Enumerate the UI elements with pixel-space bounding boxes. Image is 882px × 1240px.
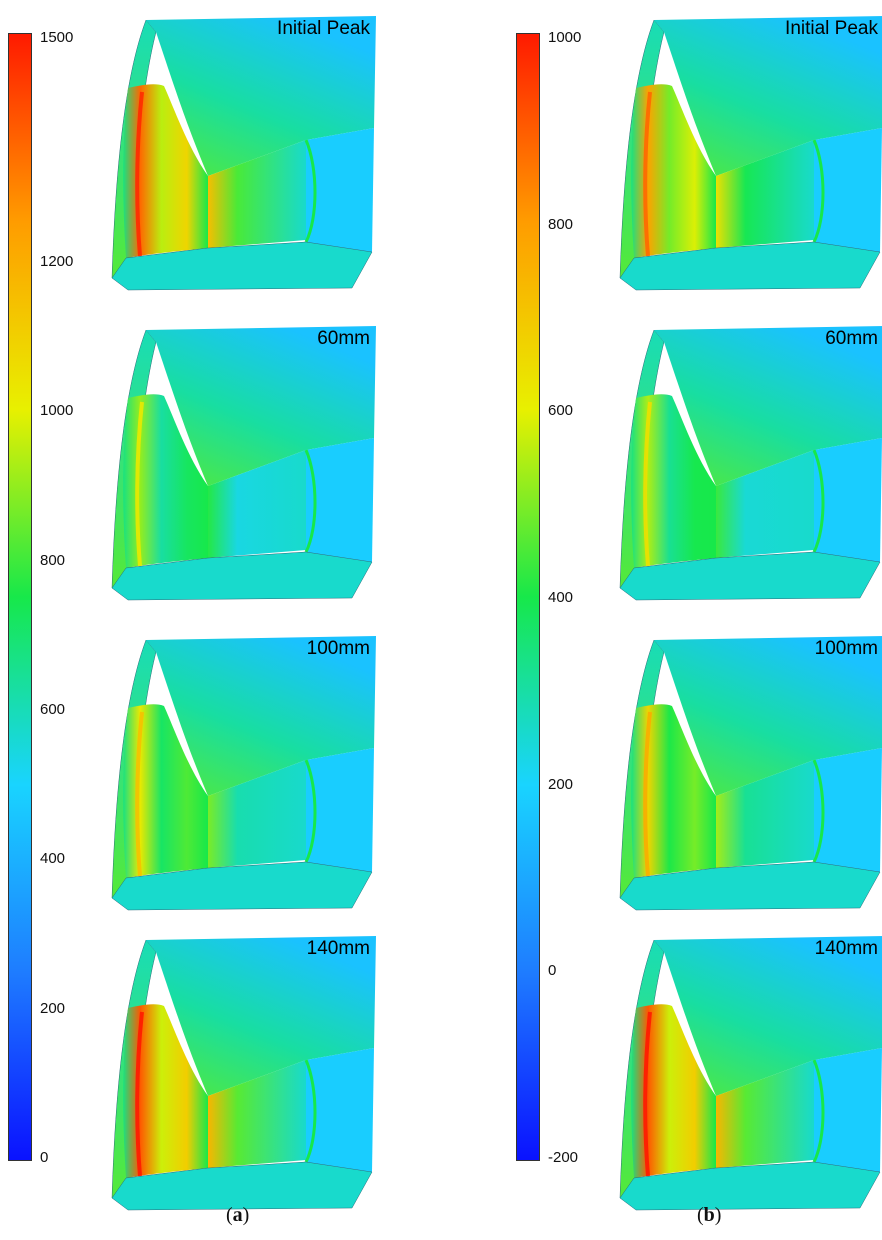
- upper-face: [654, 16, 882, 176]
- right-pipe: [306, 128, 374, 252]
- flange-band: [135, 711, 144, 877]
- flange-band: [135, 1011, 144, 1177]
- contour-view-b-1: Initial Peak: [616, 8, 882, 298]
- flange-band: [135, 401, 144, 567]
- bottom-face: [111, 551, 373, 601]
- right-pipe: [814, 438, 882, 562]
- colorbar-a: [8, 33, 32, 1161]
- colorbar-b-tick-label: 200: [548, 775, 574, 793]
- contour-view-b-2: 60mm: [616, 318, 882, 608]
- right-pipe: [814, 1048, 882, 1172]
- front-flange: [123, 1004, 208, 1178]
- view-label: 100mm: [814, 638, 878, 659]
- front-flange: [123, 394, 208, 568]
- upper-face: [654, 326, 882, 486]
- colorbar-b: [516, 33, 540, 1161]
- right-pipe: [814, 748, 882, 872]
- caption-a: (a): [226, 1204, 250, 1226]
- colorbar-b-tick-label: 800: [548, 215, 574, 233]
- colorbar-b-tick-label: 1000: [548, 29, 582, 46]
- front-neck: [716, 450, 814, 558]
- right-pipe-end: [304, 449, 317, 553]
- right-pipe-end: [304, 139, 317, 243]
- front-flange: [631, 394, 716, 568]
- front-flange: [123, 704, 208, 878]
- contour-view-a-2: 60mm: [108, 318, 378, 608]
- upper-face: [146, 326, 376, 486]
- right-pipe-end: [812, 139, 825, 243]
- upper-face: [146, 16, 376, 176]
- contour-view-a-4: 140mm: [108, 928, 378, 1218]
- view-label: 140mm: [306, 938, 370, 959]
- right-pipe-end: [304, 759, 317, 863]
- upper-face: [146, 636, 376, 796]
- bottom-face: [619, 1161, 881, 1211]
- front-neck: [208, 760, 306, 868]
- front-neck: [716, 1060, 814, 1168]
- bottom-face: [111, 241, 373, 291]
- bottom-face: [619, 861, 881, 911]
- colorbar-a-tick-label: 200: [40, 999, 66, 1017]
- colorbar-b-tick-label: 0: [548, 962, 557, 980]
- upper-face: [146, 936, 376, 1096]
- flange-band: [135, 91, 144, 257]
- right-pipe-end: [812, 1059, 825, 1163]
- view-label: 60mm: [317, 328, 370, 349]
- right-pipe: [306, 748, 374, 872]
- contour-view-a-3: 100mm: [108, 628, 378, 918]
- bottom-face: [111, 1161, 373, 1211]
- flange-band: [643, 91, 652, 257]
- right-pipe: [306, 1048, 374, 1172]
- flange-band: [643, 1011, 652, 1177]
- colorbar-b-tick-label: 400: [548, 589, 574, 606]
- view-label: 140mm: [814, 938, 878, 959]
- front-flange: [631, 84, 716, 259]
- colorbar-a-tick-label: 1200: [40, 253, 74, 270]
- colorbar-a-tick-label: 1000: [40, 402, 74, 420]
- view-label: 60mm: [825, 328, 878, 349]
- right-pipe-end: [812, 759, 825, 863]
- front-neck: [208, 140, 306, 248]
- view-label: Initial Peak: [785, 18, 878, 39]
- front-flange: [631, 1004, 716, 1178]
- flange-band: [643, 711, 652, 877]
- contour-view-a-1: Initial Peak: [108, 8, 378, 298]
- bottom-face: [619, 241, 881, 291]
- upper-face: [654, 636, 882, 796]
- colorbar-b-tick-label: 600: [548, 402, 574, 420]
- view-label: Initial Peak: [277, 18, 370, 39]
- colorbar-a-tick-label: 0: [40, 1149, 49, 1166]
- bottom-face: [111, 861, 373, 911]
- caption-b: (b): [697, 1204, 722, 1226]
- right-pipe-end: [304, 1059, 317, 1163]
- front-flange: [631, 704, 716, 878]
- colorbar-a-tick-label: 1500: [40, 29, 74, 46]
- right-pipe: [306, 438, 374, 562]
- front-neck: [208, 450, 306, 558]
- colorbar-a-tick-label: 800: [40, 551, 66, 569]
- front-flange: [123, 84, 208, 259]
- right-pipe: [814, 128, 882, 252]
- colorbar-a-tick-label: 400: [40, 850, 66, 868]
- colorbar-b-tick-label: -200: [548, 1149, 579, 1166]
- upper-face: [654, 936, 882, 1096]
- front-neck: [716, 140, 814, 248]
- front-neck: [208, 1060, 306, 1168]
- contour-view-b-3: 100mm: [616, 628, 882, 918]
- contour-view-b-4: 140mm: [616, 928, 882, 1218]
- colorbar-a-tick-label: 600: [40, 701, 66, 718]
- right-pipe-end: [812, 449, 825, 553]
- view-label: 100mm: [306, 638, 370, 659]
- bottom-face: [619, 551, 881, 601]
- flange-band: [643, 401, 652, 567]
- front-neck: [716, 760, 814, 868]
